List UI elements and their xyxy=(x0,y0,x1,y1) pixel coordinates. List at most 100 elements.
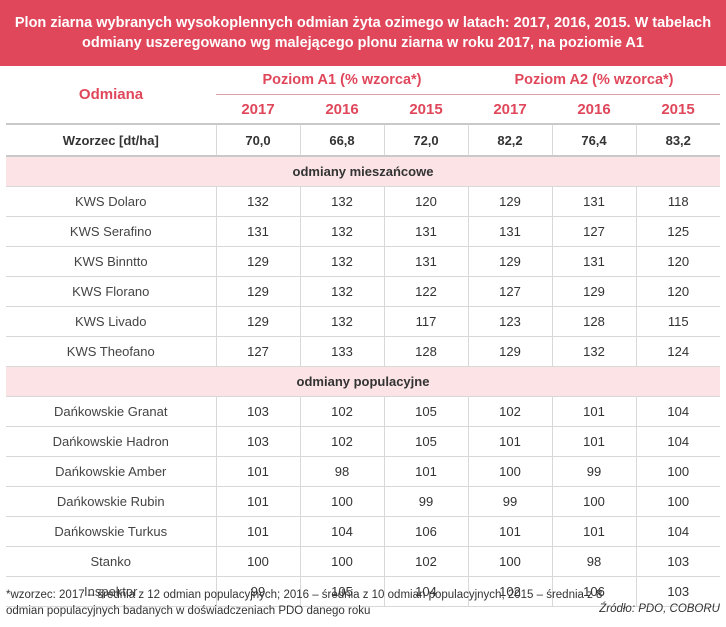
yield-value: 100 xyxy=(467,456,552,487)
yield-value: 102 xyxy=(467,396,552,427)
section-header-row: odmiany mieszańcowe xyxy=(6,156,720,187)
yield-value: 115 xyxy=(635,306,720,337)
yield-value: 99 xyxy=(551,456,636,487)
yield-value: 128 xyxy=(383,336,468,367)
yield-value: 131 xyxy=(383,246,468,277)
source-note: Źródło: PDO, COBORU xyxy=(599,603,720,615)
yield-value: 99 xyxy=(215,576,300,607)
table-row: Dańkowskie Turkus 101 104 106 101 101 104 xyxy=(6,516,720,547)
yield-value: 123 xyxy=(467,306,552,337)
group-header-a1: Poziom A1 (% wzorca*) xyxy=(216,66,468,95)
table-row: Stanko 100 100 102 100 98 103 xyxy=(6,546,720,577)
yield-value: 131 xyxy=(551,246,636,277)
yield-value: 132 xyxy=(299,216,384,247)
variety-name: KWS Dolaro xyxy=(6,186,216,217)
table-row: KWS Livado 129 132 117 123 128 115 xyxy=(6,306,720,337)
yield-value: 106 xyxy=(551,576,636,607)
variety-name: KWS Theofano xyxy=(6,336,216,367)
yield-value: 101 xyxy=(551,426,636,457)
title-line-2: odmiany uszeregowano wg malejącego plonu… xyxy=(82,35,644,51)
yield-value: 101 xyxy=(551,516,636,547)
yield-value: 129 xyxy=(551,276,636,307)
yield-value: 101 xyxy=(215,486,300,517)
yield-value: 132 xyxy=(299,186,384,217)
yield-value: 102 xyxy=(299,396,384,427)
wzorzec-value: 83,2 xyxy=(635,124,720,157)
yield-value: 100 xyxy=(467,546,552,577)
yield-value: 101 xyxy=(467,516,552,547)
yield-value: 120 xyxy=(635,246,720,277)
yield-value: 104 xyxy=(383,576,468,607)
yield-value: 129 xyxy=(215,246,300,277)
yield-value: 103 xyxy=(635,576,720,607)
yield-value: 104 xyxy=(635,426,720,457)
yield-value: 100 xyxy=(299,546,384,577)
variety-name: KWS Serafino xyxy=(6,216,216,247)
yield-value: 101 xyxy=(551,396,636,427)
yield-value: 105 xyxy=(299,576,384,607)
yield-value: 129 xyxy=(467,186,552,217)
table-row: KWS Binntto 129 132 131 129 131 120 xyxy=(6,246,720,277)
column-header-odmiana: Odmiana xyxy=(6,66,216,125)
yield-value: 132 xyxy=(299,306,384,337)
yield-table: Odmiana Poziom A1 (% wzorca*) Poziom A2 … xyxy=(6,66,720,607)
wzorzec-value: 66,8 xyxy=(299,124,384,157)
footnote: *wzorzec: 2017 – średnia z 12 odmian pop… xyxy=(6,587,720,619)
title-line-1: Plon ziarna wybranych wysokoplennych odm… xyxy=(14,15,712,31)
yield-value: 102 xyxy=(299,426,384,457)
yield-value: 105 xyxy=(383,396,468,427)
variety-name: Dańkowskie Rubin xyxy=(6,486,216,517)
yield-value: 98 xyxy=(551,546,636,577)
year-header: 2017 xyxy=(216,94,300,125)
yield-value: 127 xyxy=(215,336,300,367)
yield-value: 99 xyxy=(383,486,468,517)
group-header-a2: Poziom A2 (% wzorca*) xyxy=(468,66,720,95)
table-row: Inspektor 99 105 104 102 106 103 xyxy=(6,576,720,607)
yield-value: 131 xyxy=(215,216,300,247)
yield-value: 132 xyxy=(215,186,300,217)
yield-value: 104 xyxy=(299,516,384,547)
yield-value: 129 xyxy=(467,336,552,367)
footnote-line-1: *wzorzec: 2017 – średnia z 12 odmian pop… xyxy=(6,589,603,601)
section-title: odmiany populacyjne xyxy=(6,366,720,397)
yield-value: 100 xyxy=(635,456,720,487)
yield-value: 122 xyxy=(383,276,468,307)
yield-value: 105 xyxy=(383,426,468,457)
year-header: 2017 xyxy=(468,94,552,125)
yield-value: 131 xyxy=(383,216,468,247)
yield-value: 131 xyxy=(467,216,552,247)
wzorzec-value: 72,0 xyxy=(383,124,468,157)
variety-name: Inspektor xyxy=(6,576,216,607)
yield-value: 132 xyxy=(551,336,636,367)
yield-value: 131 xyxy=(551,186,636,217)
wzorzec-value: 76,4 xyxy=(551,124,636,157)
wzorzec-label: Wzorzec [dt/ha] xyxy=(6,124,216,157)
yield-value: 102 xyxy=(467,576,552,607)
yield-value: 101 xyxy=(467,426,552,457)
yield-value: 125 xyxy=(635,216,720,247)
table-row: Dańkowskie Hadron 103 102 105 101 101 104 xyxy=(6,426,720,457)
yield-value: 104 xyxy=(635,396,720,427)
yield-value: 120 xyxy=(383,186,468,217)
yield-value: 101 xyxy=(383,456,468,487)
yield-value: 118 xyxy=(635,186,720,217)
variety-name: KWS Binntto xyxy=(6,246,216,277)
yield-value: 124 xyxy=(635,336,720,367)
year-header: 2015 xyxy=(636,94,720,125)
yield-value: 117 xyxy=(383,306,468,337)
year-header: 2016 xyxy=(300,94,384,125)
yield-value: 103 xyxy=(215,426,300,457)
yield-value: 133 xyxy=(299,336,384,367)
year-header: 2015 xyxy=(384,94,468,125)
yield-value: 103 xyxy=(635,546,720,577)
yield-value: 104 xyxy=(635,516,720,547)
table-row: KWS Serafino 131 132 131 131 127 125 xyxy=(6,216,720,247)
yield-value: 132 xyxy=(299,246,384,277)
yield-value: 100 xyxy=(635,486,720,517)
yield-value: 98 xyxy=(299,456,384,487)
wzorzec-value: 70,0 xyxy=(215,124,300,157)
table-row: Dańkowskie Granat 103 102 105 102 101 104 xyxy=(6,396,720,427)
yield-value: 101 xyxy=(215,516,300,547)
year-header: 2016 xyxy=(552,94,636,125)
yield-value: 99 xyxy=(467,486,552,517)
